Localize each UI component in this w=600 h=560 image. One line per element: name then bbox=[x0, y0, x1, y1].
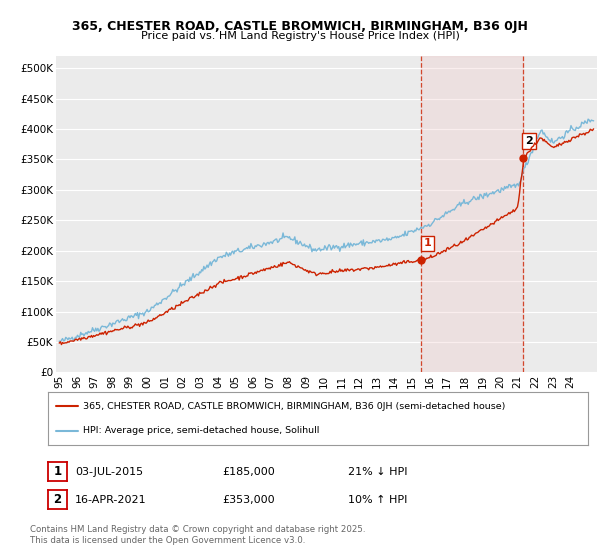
Bar bbox=[421, 56, 523, 372]
Text: 21% ↓ HPI: 21% ↓ HPI bbox=[348, 466, 407, 477]
Text: 2: 2 bbox=[525, 136, 533, 146]
Text: 1: 1 bbox=[424, 239, 431, 249]
Text: 16-APR-2021: 16-APR-2021 bbox=[75, 494, 146, 505]
Text: £185,000: £185,000 bbox=[222, 466, 275, 477]
Text: Price paid vs. HM Land Registry's House Price Index (HPI): Price paid vs. HM Land Registry's House … bbox=[140, 31, 460, 41]
Text: 1: 1 bbox=[53, 465, 62, 478]
Text: Contains HM Land Registry data © Crown copyright and database right 2025.
This d: Contains HM Land Registry data © Crown c… bbox=[30, 525, 365, 545]
Text: 365, CHESTER ROAD, CASTLE BROMWICH, BIRMINGHAM, B36 0JH (semi-detached house): 365, CHESTER ROAD, CASTLE BROMWICH, BIRM… bbox=[83, 402, 505, 411]
Text: HPI: Average price, semi-detached house, Solihull: HPI: Average price, semi-detached house,… bbox=[83, 426, 319, 435]
Text: 10% ↑ HPI: 10% ↑ HPI bbox=[348, 494, 407, 505]
Text: 2: 2 bbox=[53, 493, 62, 506]
Text: 03-JUL-2015: 03-JUL-2015 bbox=[75, 466, 143, 477]
Text: 365, CHESTER ROAD, CASTLE BROMWICH, BIRMINGHAM, B36 0JH: 365, CHESTER ROAD, CASTLE BROMWICH, BIRM… bbox=[72, 20, 528, 32]
Text: £353,000: £353,000 bbox=[222, 494, 275, 505]
